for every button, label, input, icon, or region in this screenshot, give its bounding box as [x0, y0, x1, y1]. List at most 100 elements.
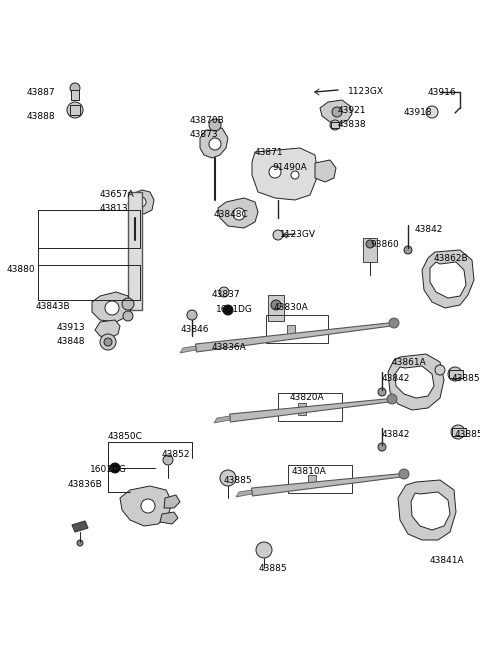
Polygon shape: [120, 486, 172, 526]
Bar: [71, 90, 79, 100]
Polygon shape: [430, 262, 466, 298]
Text: 43885: 43885: [259, 564, 288, 573]
Circle shape: [378, 388, 386, 396]
Circle shape: [291, 171, 299, 179]
Circle shape: [223, 305, 233, 315]
Text: 43916: 43916: [427, 88, 456, 97]
Circle shape: [451, 425, 465, 439]
Text: 43842: 43842: [382, 374, 410, 383]
Text: 43918: 43918: [403, 108, 432, 117]
Text: 43873: 43873: [190, 130, 218, 139]
Text: 43885: 43885: [452, 374, 480, 383]
Circle shape: [209, 138, 221, 150]
Circle shape: [387, 394, 397, 404]
Text: 93860: 93860: [370, 240, 399, 249]
Circle shape: [233, 208, 245, 220]
Text: 43830A: 43830A: [274, 303, 309, 312]
Text: 43887: 43887: [26, 88, 55, 97]
Text: 43846: 43846: [181, 325, 209, 334]
Text: 43843B: 43843B: [36, 302, 70, 311]
Bar: [452, 428, 466, 436]
Text: 43880: 43880: [6, 265, 35, 274]
Polygon shape: [320, 100, 352, 124]
Circle shape: [219, 287, 229, 297]
Text: 43836B: 43836B: [68, 480, 103, 489]
Polygon shape: [422, 250, 474, 308]
Polygon shape: [411, 492, 450, 530]
Circle shape: [100, 334, 116, 350]
Circle shape: [448, 367, 462, 381]
Polygon shape: [180, 346, 196, 353]
Circle shape: [426, 106, 438, 118]
Polygon shape: [92, 292, 132, 322]
Polygon shape: [218, 198, 258, 228]
Text: 43921: 43921: [338, 106, 367, 115]
Text: 43848C: 43848C: [214, 210, 249, 219]
Polygon shape: [160, 512, 178, 524]
Circle shape: [378, 443, 386, 451]
Polygon shape: [195, 322, 394, 352]
Polygon shape: [229, 398, 392, 422]
Circle shape: [141, 499, 155, 513]
Circle shape: [123, 311, 133, 321]
Text: 43913: 43913: [56, 323, 85, 332]
Polygon shape: [395, 366, 434, 398]
Text: 1601DG: 1601DG: [90, 465, 127, 474]
Circle shape: [105, 301, 119, 315]
Circle shape: [187, 310, 197, 320]
Circle shape: [70, 83, 80, 93]
Bar: [287, 325, 295, 337]
Text: 43862B: 43862B: [434, 254, 468, 263]
Polygon shape: [72, 521, 88, 532]
Text: 43848: 43848: [57, 337, 85, 346]
Text: 43841A: 43841A: [430, 556, 465, 565]
Circle shape: [256, 542, 272, 558]
Bar: [449, 370, 463, 378]
Polygon shape: [164, 495, 180, 508]
Polygon shape: [236, 490, 252, 497]
Polygon shape: [398, 480, 456, 540]
Text: 43657A: 43657A: [100, 190, 135, 199]
Circle shape: [104, 338, 112, 346]
Text: 43820A: 43820A: [290, 393, 324, 402]
Circle shape: [220, 470, 236, 486]
Bar: [298, 403, 306, 415]
Text: 1123GV: 1123GV: [280, 230, 316, 239]
Polygon shape: [252, 474, 404, 496]
Polygon shape: [200, 128, 228, 158]
Text: 43838: 43838: [338, 120, 367, 129]
Circle shape: [269, 166, 281, 178]
Text: 91490A: 91490A: [272, 163, 307, 172]
Text: 43871: 43871: [255, 148, 284, 157]
Text: 43813: 43813: [100, 204, 129, 213]
Bar: [266, 315, 328, 343]
Bar: [363, 238, 377, 262]
Polygon shape: [128, 190, 154, 214]
Polygon shape: [95, 320, 120, 338]
Polygon shape: [388, 354, 444, 410]
Circle shape: [330, 120, 340, 130]
Bar: [70, 105, 80, 115]
Text: 1601DG: 1601DG: [216, 305, 253, 314]
Bar: [278, 393, 342, 421]
Text: 43885: 43885: [224, 476, 252, 485]
Bar: [331, 122, 339, 128]
Text: 43842: 43842: [382, 430, 410, 439]
Circle shape: [271, 300, 281, 310]
Text: 43836A: 43836A: [212, 343, 247, 352]
Circle shape: [163, 455, 173, 465]
Circle shape: [404, 246, 412, 254]
Text: 43837: 43837: [212, 290, 240, 299]
Text: 43861A: 43861A: [392, 358, 427, 367]
Polygon shape: [315, 160, 336, 182]
Text: 43870B: 43870B: [190, 116, 225, 125]
Circle shape: [136, 197, 146, 207]
Text: 1123GX: 1123GX: [348, 87, 384, 96]
Bar: [128, 192, 142, 310]
Circle shape: [132, 239, 138, 245]
Text: 43888: 43888: [26, 112, 55, 121]
Bar: [308, 475, 316, 487]
Circle shape: [209, 119, 221, 131]
Text: 43850C: 43850C: [108, 432, 143, 441]
Circle shape: [67, 102, 83, 118]
